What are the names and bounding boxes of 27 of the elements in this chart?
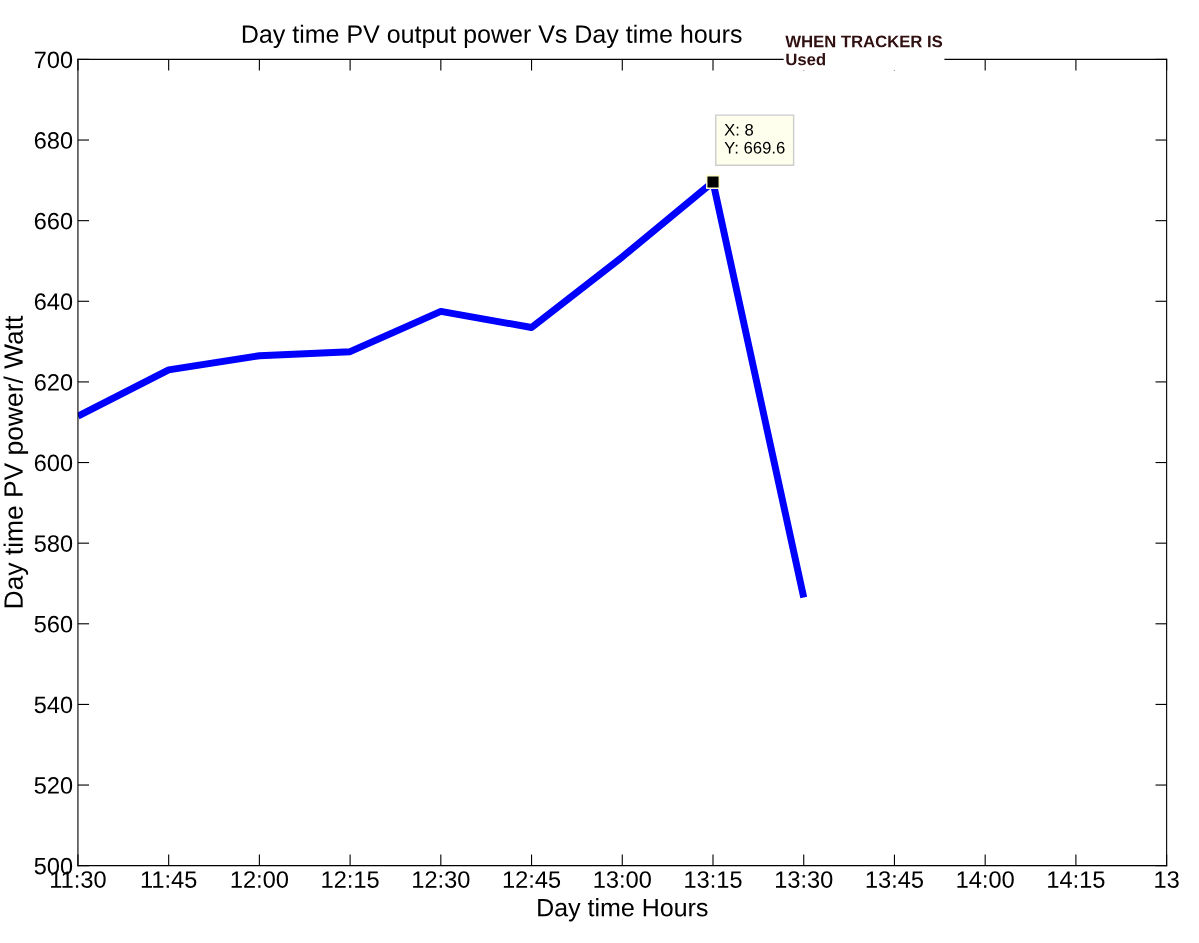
annotation: WHEN TRACKER IS Used [785,35,943,66]
annotation: X: 8 Y: 669.6 [724,123,785,154]
x-tick-label: 13:15 [685,871,742,888]
y-tick-label: 660 [34,212,73,230]
x-tick-label: 12:15 [322,871,379,888]
x-tick-label: 12:30 [413,871,470,888]
y-tick-label: 540 [34,696,73,714]
y-tick-label: 600 [34,454,73,472]
x-tick-label: 13:45 [866,871,924,888]
y-tick-label: 620 [34,373,73,391]
y-tick-label: 520 [34,777,73,794]
x-tick-label: 12:00 [231,871,289,888]
x-tick-label: 14:00 [957,871,1014,888]
y-tick-label: 580 [34,535,73,552]
x-tick-label: 11:45 [141,871,197,888]
x-tick-label: 13:30 [775,871,833,888]
y-axis-title: Day time PV power/ Watt [3,315,29,608]
y-tick-label: 560 [34,615,73,633]
x-tick-label: 14:15 [1048,871,1105,888]
x-tick-label: 13:00 [594,871,651,888]
y-tick-label: 700 [34,51,73,69]
y-tick-label: 680 [34,132,73,149]
x-tick-label: 13 [1155,871,1179,888]
y-tick-label: 640 [34,293,73,311]
chart-title: Day time PV output power Vs Day time hours [242,24,742,48]
x-tick-label: 12:45 [503,871,561,888]
x-axis-title: Day time Hours [538,898,708,922]
